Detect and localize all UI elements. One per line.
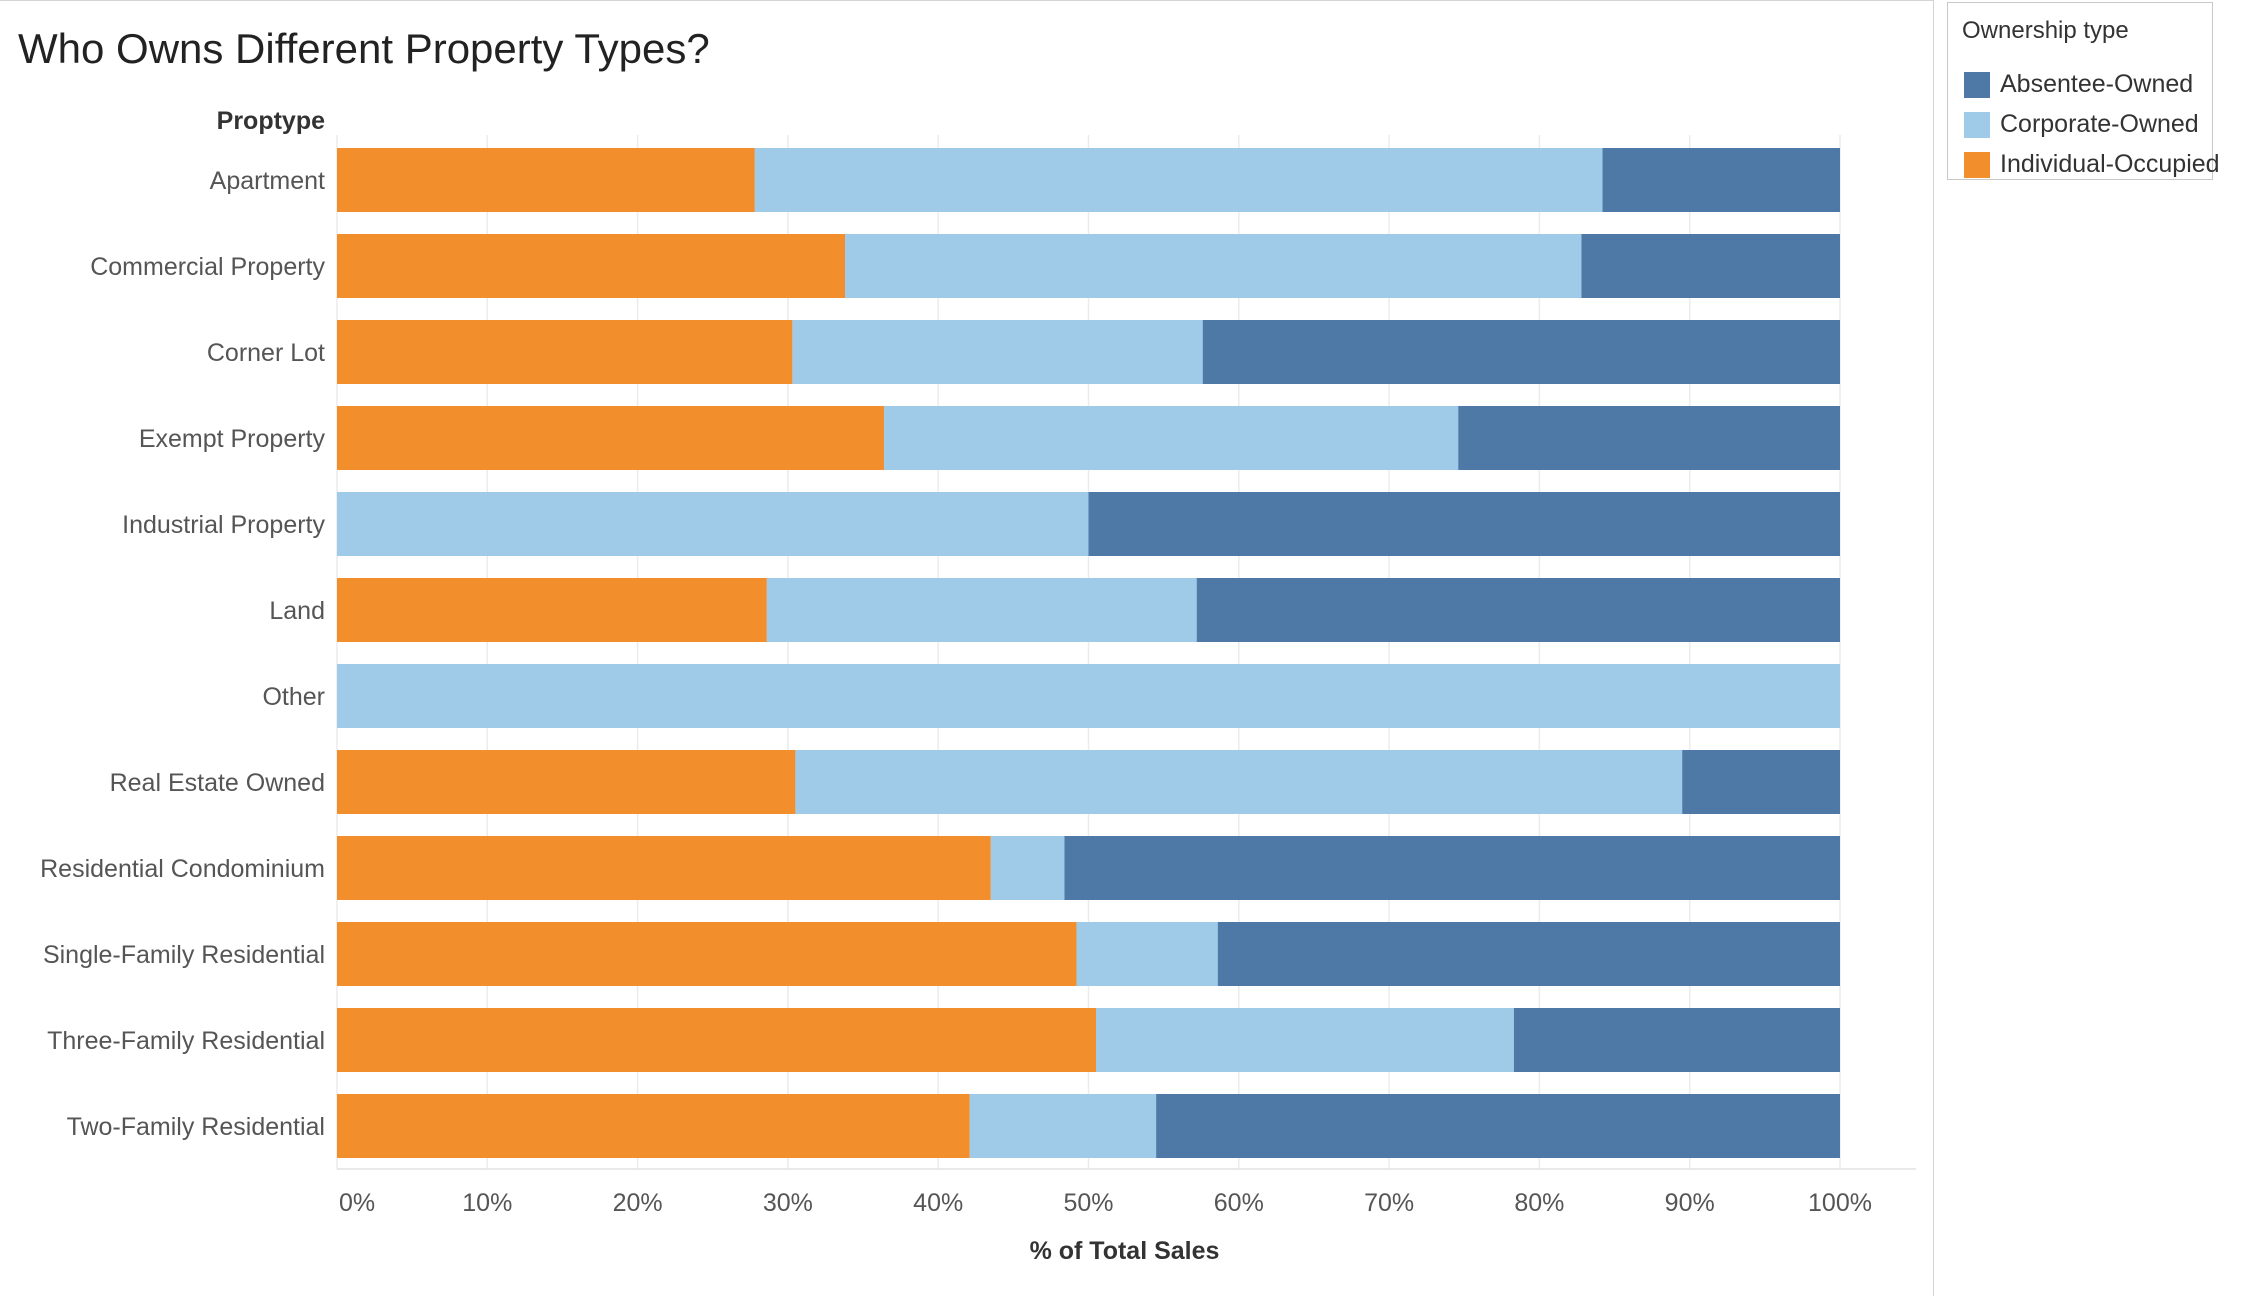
bars bbox=[337, 148, 1840, 1158]
bar-corporate-owned-other[interactable] bbox=[337, 664, 1840, 728]
bar-absentee-owned-residential-condominium[interactable] bbox=[1064, 836, 1840, 900]
legend-label: Absentee-Owned bbox=[2000, 70, 2194, 98]
category-label: Apartment bbox=[210, 167, 325, 195]
x-axis-title: % of Total Sales bbox=[1030, 1237, 1220, 1265]
bar-absentee-owned-three-family-residential[interactable] bbox=[1513, 1008, 1840, 1072]
row-header: Proptype bbox=[217, 107, 325, 135]
category-label: Single-Family Residential bbox=[43, 941, 325, 969]
category-label: Two-Family Residential bbox=[67, 1113, 325, 1141]
bar-individual-occupied-real-estate-owned[interactable] bbox=[337, 750, 796, 814]
bar-individual-occupied-three-family-residential[interactable] bbox=[337, 1008, 1097, 1072]
bar-absentee-owned-two-family-residential[interactable] bbox=[1156, 1094, 1840, 1158]
x-tick-label: 20% bbox=[613, 1189, 663, 1217]
bar-corporate-owned-corner-lot[interactable] bbox=[792, 320, 1203, 384]
x-tick-label: 30% bbox=[763, 1189, 813, 1217]
bar-individual-occupied-commercial-property[interactable] bbox=[337, 234, 846, 298]
bar-individual-occupied-land[interactable] bbox=[337, 578, 767, 642]
legend-item-corporate-owned[interactable]: Corporate-Owned bbox=[1956, 105, 2206, 139]
x-tick-label: 40% bbox=[913, 1189, 963, 1217]
category-label: Three-Family Residential bbox=[47, 1027, 325, 1055]
x-tick-label: 0% bbox=[339, 1189, 375, 1217]
bar-individual-occupied-two-family-residential[interactable] bbox=[337, 1094, 970, 1158]
legend-item-absentee-owned[interactable]: Absentee-Owned bbox=[1956, 65, 2206, 99]
bar-corporate-owned-exempt-property[interactable] bbox=[884, 406, 1459, 470]
bar-individual-occupied-exempt-property[interactable] bbox=[337, 406, 885, 470]
category-label: Real Estate Owned bbox=[110, 769, 325, 797]
x-tick-label: 60% bbox=[1214, 1189, 1264, 1217]
bar-corporate-owned-three-family-residential[interactable] bbox=[1096, 1008, 1514, 1072]
bar-corporate-owned-residential-condominium[interactable] bbox=[990, 836, 1065, 900]
bar-absentee-owned-commercial-property[interactable] bbox=[1581, 234, 1840, 298]
legend: Ownership type Absentee-Owned Corporate-… bbox=[1947, 2, 2220, 180]
category-label: Other bbox=[262, 683, 325, 711]
legend-label: Individual-Occupied bbox=[2000, 150, 2220, 178]
legend-label: Corporate-Owned bbox=[2000, 110, 2199, 138]
bar-absentee-owned-real-estate-owned[interactable] bbox=[1682, 750, 1840, 814]
x-tick-label: 90% bbox=[1665, 1189, 1715, 1217]
bar-individual-occupied-apartment[interactable] bbox=[337, 148, 755, 212]
x-tick-label: 100% bbox=[1808, 1189, 1872, 1217]
chart-title: Who Owns Different Property Types? bbox=[18, 25, 710, 72]
bar-corporate-owned-land[interactable] bbox=[766, 578, 1197, 642]
bar-corporate-owned-single-family-residential[interactable] bbox=[1076, 922, 1218, 986]
bar-individual-occupied-single-family-residential[interactable] bbox=[337, 922, 1077, 986]
category-label: Residential Condominium bbox=[40, 855, 325, 883]
legend-item-individual-occupied[interactable]: Individual-Occupied bbox=[1956, 145, 2220, 179]
x-tick-label: 70% bbox=[1364, 1189, 1414, 1217]
category-label: Corner Lot bbox=[207, 339, 325, 367]
bar-individual-occupied-corner-lot[interactable] bbox=[337, 320, 793, 384]
category-label: Industrial Property bbox=[122, 511, 325, 539]
bar-absentee-owned-exempt-property[interactable] bbox=[1458, 406, 1840, 470]
category-label: Land bbox=[269, 597, 325, 625]
bar-corporate-owned-commercial-property[interactable] bbox=[845, 234, 1582, 298]
bar-corporate-owned-real-estate-owned[interactable] bbox=[795, 750, 1683, 814]
gridlines bbox=[336, 135, 1841, 1169]
legend-title: Ownership type bbox=[1962, 17, 2129, 44]
bar-absentee-owned-corner-lot[interactable] bbox=[1202, 320, 1840, 384]
viz-area: Who Owns Different Property Types? Apart… bbox=[0, 0, 1934, 1296]
x-tick-label: 10% bbox=[462, 1189, 512, 1217]
bar-absentee-owned-land[interactable] bbox=[1196, 578, 1840, 642]
bar-absentee-owned-industrial-property[interactable] bbox=[1088, 492, 1841, 556]
legend-swatch-individual-occupied bbox=[1964, 152, 1990, 178]
bar-corporate-owned-industrial-property[interactable] bbox=[337, 492, 1089, 556]
bar-absentee-owned-single-family-residential[interactable] bbox=[1217, 922, 1840, 986]
chart-plot: Apartment Commercial Property Corner Lot Ex… bbox=[40, 107, 1916, 1265]
bar-corporate-owned-apartment[interactable] bbox=[754, 148, 1603, 212]
bar-individual-occupied-residential-condominium[interactable] bbox=[337, 836, 991, 900]
bar-corporate-owned-two-family-residential[interactable] bbox=[969, 1094, 1157, 1158]
x-tick-label: 80% bbox=[1514, 1189, 1564, 1217]
legend-swatch-absentee-owned bbox=[1964, 72, 1990, 98]
x-tick-label: 50% bbox=[1063, 1189, 1113, 1217]
bar-absentee-owned-apartment[interactable] bbox=[1602, 148, 1840, 212]
legend-swatch-corporate-owned bbox=[1964, 112, 1990, 138]
category-label: Exempt Property bbox=[139, 425, 326, 453]
category-label: Commercial Property bbox=[90, 253, 325, 281]
